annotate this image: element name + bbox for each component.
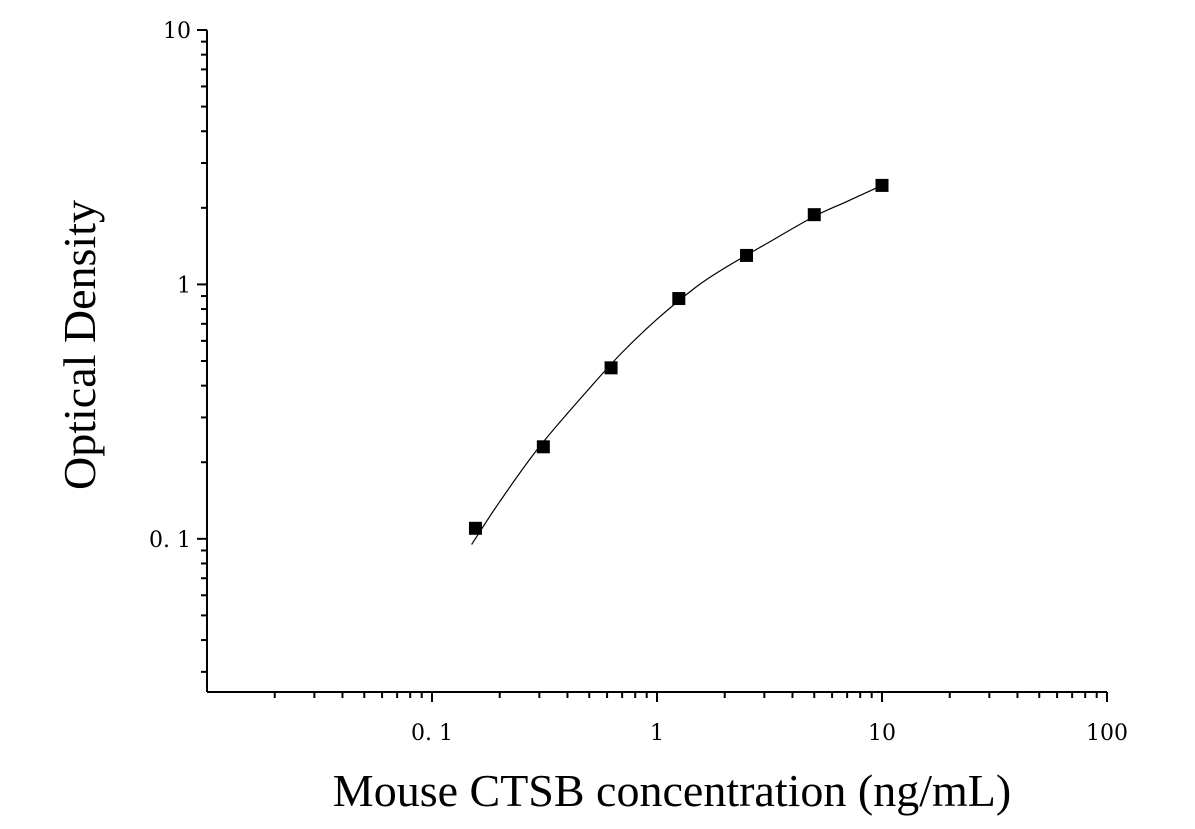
x-tick-label: 10 (868, 721, 896, 746)
y-ticks (197, 29, 207, 673)
data-point (468, 521, 482, 535)
data-points (468, 178, 889, 535)
axes (206, 30, 1107, 693)
y-tick-label: 0. 1 (149, 528, 191, 553)
y-tick-labels: 0. 1 1 10 (149, 19, 191, 553)
x-ticks (273, 692, 1108, 702)
data-point (807, 208, 821, 222)
x-tick-label: 100 (1086, 721, 1128, 746)
x-tick-label: 0. 1 (411, 721, 453, 746)
data-point (536, 440, 550, 454)
y-axis-title: Optical Density (54, 200, 105, 490)
y-tick-label: 10 (163, 19, 191, 44)
data-point (672, 292, 686, 306)
x-tick-labels: 0. 1 1 10 100 (411, 721, 1128, 746)
x-tick-label: 1 (650, 721, 664, 746)
data-point (740, 248, 754, 262)
fit-curve (471, 184, 883, 545)
x-axis-title: Mouse CTSB concentration (ng/mL) (333, 765, 1011, 816)
y-tick-label: 1 (177, 273, 191, 298)
data-point (604, 361, 618, 375)
data-point (875, 178, 889, 192)
